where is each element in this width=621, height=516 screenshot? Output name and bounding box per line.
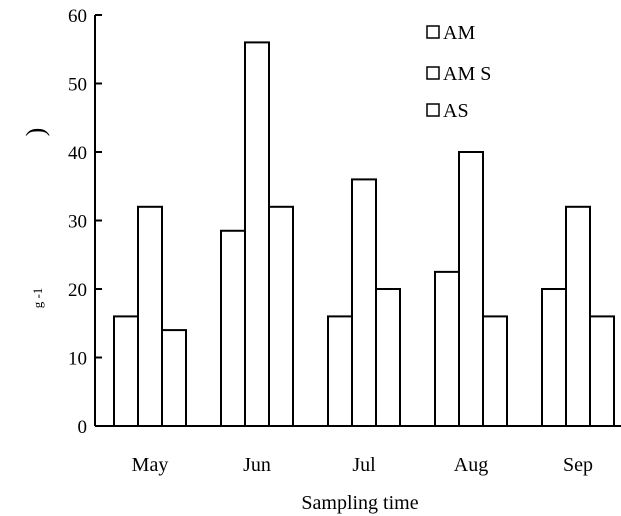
bar-jun-am-s	[244, 41, 270, 428]
axes-group: May Jun Jul Aug Sep 0 10 20 30 40 50 60	[68, 6, 621, 476]
bar-jun-as	[268, 205, 294, 427]
x-tick-label: May	[132, 454, 169, 476]
bar-sep-am-s	[565, 205, 591, 427]
bar-aug-am	[434, 270, 460, 427]
x-tick-label: Sep	[563, 454, 593, 476]
bar-aug-am-s	[458, 151, 484, 427]
legend-swatch	[426, 103, 440, 117]
legend-label: AM S	[443, 63, 491, 85]
y-axis-paren-label: )	[21, 128, 50, 137]
x-tick-label: Jun	[243, 454, 271, 476]
bar-may-as	[161, 329, 187, 428]
bar-may-am	[113, 315, 139, 427]
legend-label: AS	[443, 100, 469, 122]
bar-may-am-s	[137, 205, 163, 427]
x-tick-label: Jul	[352, 454, 376, 476]
bar-jul-am-s	[351, 178, 377, 427]
bar-sep-am	[541, 288, 567, 427]
legend-swatch	[426, 25, 440, 39]
legend: AM AM S AS	[426, 22, 491, 122]
legend-swatch	[426, 66, 440, 80]
bar-jul-am	[327, 315, 353, 427]
y-tick-label: 30	[68, 212, 87, 233]
y-tick-label: 60	[68, 6, 87, 27]
y-tick-label: 20	[68, 280, 87, 301]
bar-sep-as	[589, 315, 615, 427]
bars-group	[113, 41, 615, 428]
y-tick-label: 0	[78, 417, 88, 438]
y-tick-label: 40	[68, 143, 87, 164]
x-tick-label: Aug	[454, 454, 488, 476]
bar-aug-as	[482, 315, 508, 427]
y-tick-label: 10	[68, 349, 87, 370]
legend-label: AM	[443, 22, 475, 44]
y-axis-unit-label: g -1	[30, 288, 45, 309]
bar-jun-am	[220, 229, 246, 427]
y-tick-label: 50	[68, 75, 87, 96]
bar-jul-as	[375, 288, 401, 427]
x-axis-title: Sampling time	[301, 492, 418, 514]
